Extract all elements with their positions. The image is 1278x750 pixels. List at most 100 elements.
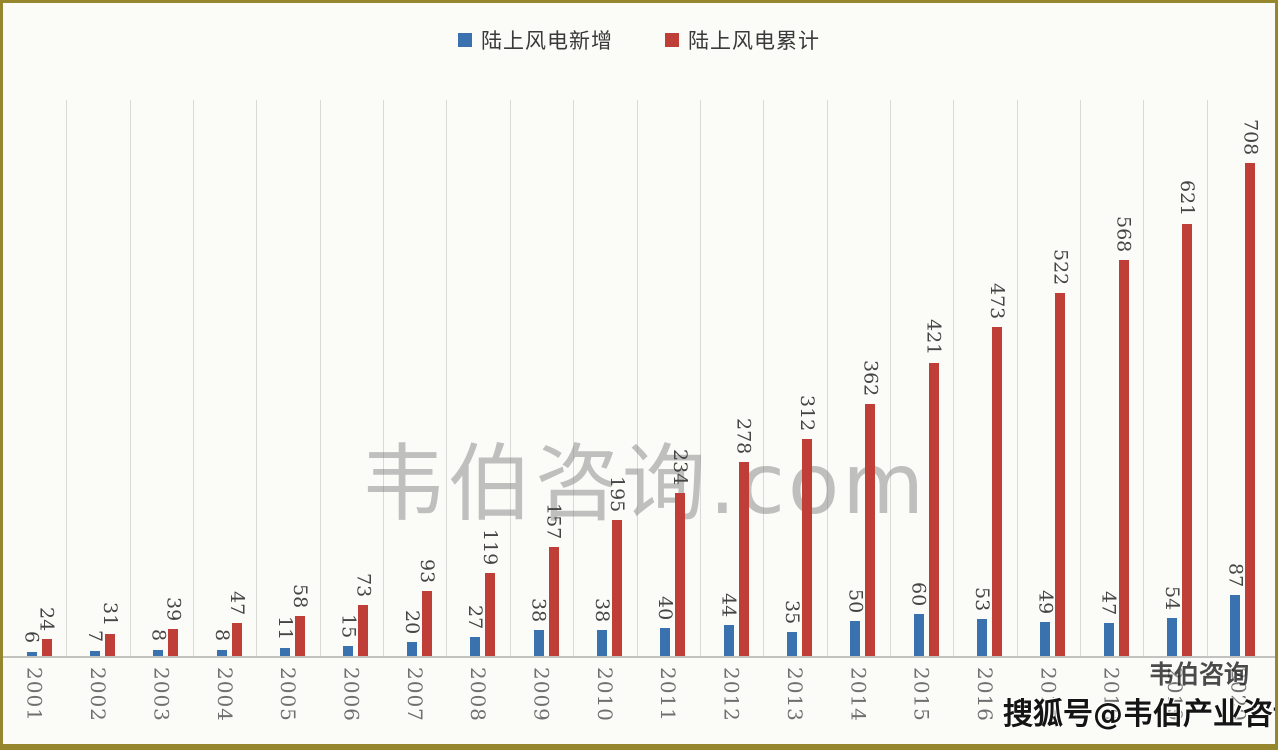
bar-cumulative-2005 [295,616,306,656]
x-tick-label: 2003 [149,667,174,722]
legend-label-new: 陆上风电新增 [481,29,613,53]
label-cumulative-2013: 312 [795,395,818,432]
bar-new-2015 [913,614,924,656]
bar-cumulative-2009 [548,547,559,656]
label-new-2001: 6 [20,630,43,643]
bar-new-2002 [90,651,101,656]
gridline [573,100,575,656]
bar-cumulative-2017 [1055,293,1066,656]
label-new-2010: 38 [590,597,613,622]
x-tick-label: 2004 [212,667,237,722]
gridline [509,100,511,656]
x-tick-label: 2018 [1099,667,1124,722]
bar-new-2019 [1167,618,1177,656]
watermark-corner-ghost: 韦伯咨询 [1149,660,1250,689]
x-tick-label: 2006 [339,667,364,722]
gridline [256,100,258,656]
label-cumulative-2008: 119 [479,529,502,566]
gridline [826,100,828,656]
gridline [636,100,638,656]
bar-cumulative-2001 [41,639,52,656]
label-new-2012: 44 [717,592,740,617]
bar-cumulative-2007 [421,591,432,656]
x-tick-label: 2015 [909,667,934,722]
gridline [953,100,955,656]
gridline [1143,100,1145,656]
x-tick-label: 2019 [1163,667,1187,722]
x-tick-label: 2001 [22,667,47,722]
bar-cumulative-2020 [1245,163,1256,656]
bar-cumulative-2002 [105,634,116,656]
label-new-2018: 47 [1097,590,1120,615]
label-new-2004: 8 [210,628,233,641]
bar-new-2010 [596,630,607,656]
legend-swatch-new-icon [458,33,472,47]
label-cumulative-2005: 58 [289,583,312,608]
label-new-2017: 49 [1034,589,1057,614]
label-cumulative-2007: 93 [415,558,438,583]
legend-swatch-cumulative-icon [665,33,679,47]
gridline [699,100,701,656]
x-tick-label: 2011 [656,667,681,722]
plot-area: 2001 6 24 2002 7 31 2003 8 39 2004 8 47 2005 11 58 2006… [3,3,1275,744]
label-new-2009: 38 [527,597,550,622]
bar-new-2001 [26,652,37,656]
label-cumulative-2018: 568 [1112,216,1135,253]
bar-cumulative-2012 [738,462,749,656]
bar-cumulative-2016 [991,327,1002,656]
gridline [66,100,68,656]
bar-new-2003 [153,650,164,656]
x-tick-label: 2014 [846,667,871,722]
label-new-2002: 7 [84,629,107,642]
x-tick-label: 2017 [1036,667,1061,722]
x-tick-label: 2008 [466,667,491,722]
bar-new-2020 [1230,595,1241,656]
bar-new-2007 [406,642,417,656]
label-cumulative-2001: 24 [35,606,58,631]
label-new-2020: 87 [1224,562,1247,587]
legend-label-cumulative: 陆上风电累计 [688,29,820,53]
label-cumulative-2019: 621 [1176,180,1198,217]
label-cumulative-2012: 278 [732,418,755,455]
bar-cumulative-2013 [801,439,812,656]
watermark-corner: 搜狐号@韦伯产业咨询 [1003,697,1278,732]
bar-new-2016 [976,619,987,656]
bar-new-2014 [850,621,861,656]
label-cumulative-2006: 73 [352,572,375,597]
gridline [129,100,131,656]
gridline [193,100,195,656]
watermark-center: 韦伯咨询.com [361,435,928,533]
bar-new-2013 [786,632,797,656]
bar-new-2017 [1040,622,1051,656]
x-tick-label: 2020 [1226,667,1251,722]
x-tick-label: 2012 [719,667,744,722]
x-tick-label: 2002 [86,667,111,722]
bar-new-2004 [216,650,227,656]
gridline [889,100,891,656]
gridline [1079,100,1081,656]
bar-cumulative-2006 [358,605,369,656]
bar-new-2011 [660,628,671,656]
label-new-2015: 60 [907,581,930,606]
label-new-2016: 53 [970,586,993,611]
bar-cumulative-2003 [168,629,179,656]
label-cumulative-2020: 708 [1239,119,1262,156]
bar-new-2006 [343,646,354,656]
label-cumulative-2014: 362 [859,360,882,397]
gridline [446,100,448,656]
label-new-2011: 40 [654,595,677,620]
x-tick-label: 2016 [972,667,997,722]
gridline [1206,100,1208,656]
bar-new-2005 [280,648,291,656]
label-new-2013: 35 [780,599,803,624]
bar-new-2012 [723,625,734,656]
bar-new-2008 [470,637,481,656]
legend: 陆上风电新增 陆上风电累计 [3,25,1275,55]
bar-cumulative-2011 [675,493,686,656]
gridline [319,100,321,656]
label-cumulative-2002: 31 [99,601,122,626]
label-cumulative-2004: 47 [225,590,248,615]
x-axis-line [3,656,1275,658]
x-tick-label: 2005 [276,667,301,722]
